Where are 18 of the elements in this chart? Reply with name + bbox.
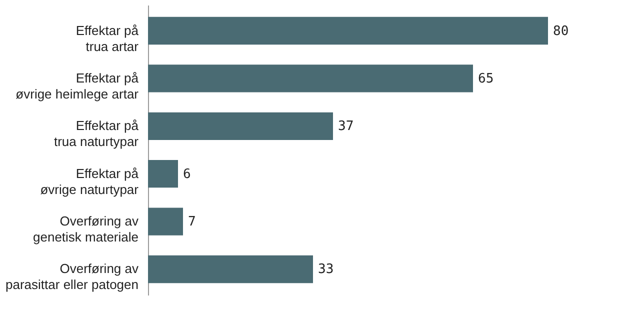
y-tick-label: Overføring av genetisk materiale [33,214,139,245]
bar [148,208,183,236]
data-label: 6 [183,166,191,182]
data-label: 65 [478,71,494,86]
data-label: 37 [338,119,354,134]
data-label: 33 [318,262,334,278]
bar [148,160,178,188]
data-label: 80 [553,24,569,39]
y-tick-label: Overføring av parasittar eller patogen [6,261,139,292]
bar [148,112,333,140]
bar [148,255,313,284]
y-tick-label: Effektar på trua artar [76,22,140,54]
data-label: 7 [188,214,196,230]
y-tick-label: Effektar på trua naturtypar [54,118,140,150]
y-tick-label: Effektar på øvrige heimlege artar [16,70,140,102]
bar [148,16,548,45]
y-tick-label: Effektar på øvrige naturtypar [40,166,140,197]
bar [148,64,473,92]
